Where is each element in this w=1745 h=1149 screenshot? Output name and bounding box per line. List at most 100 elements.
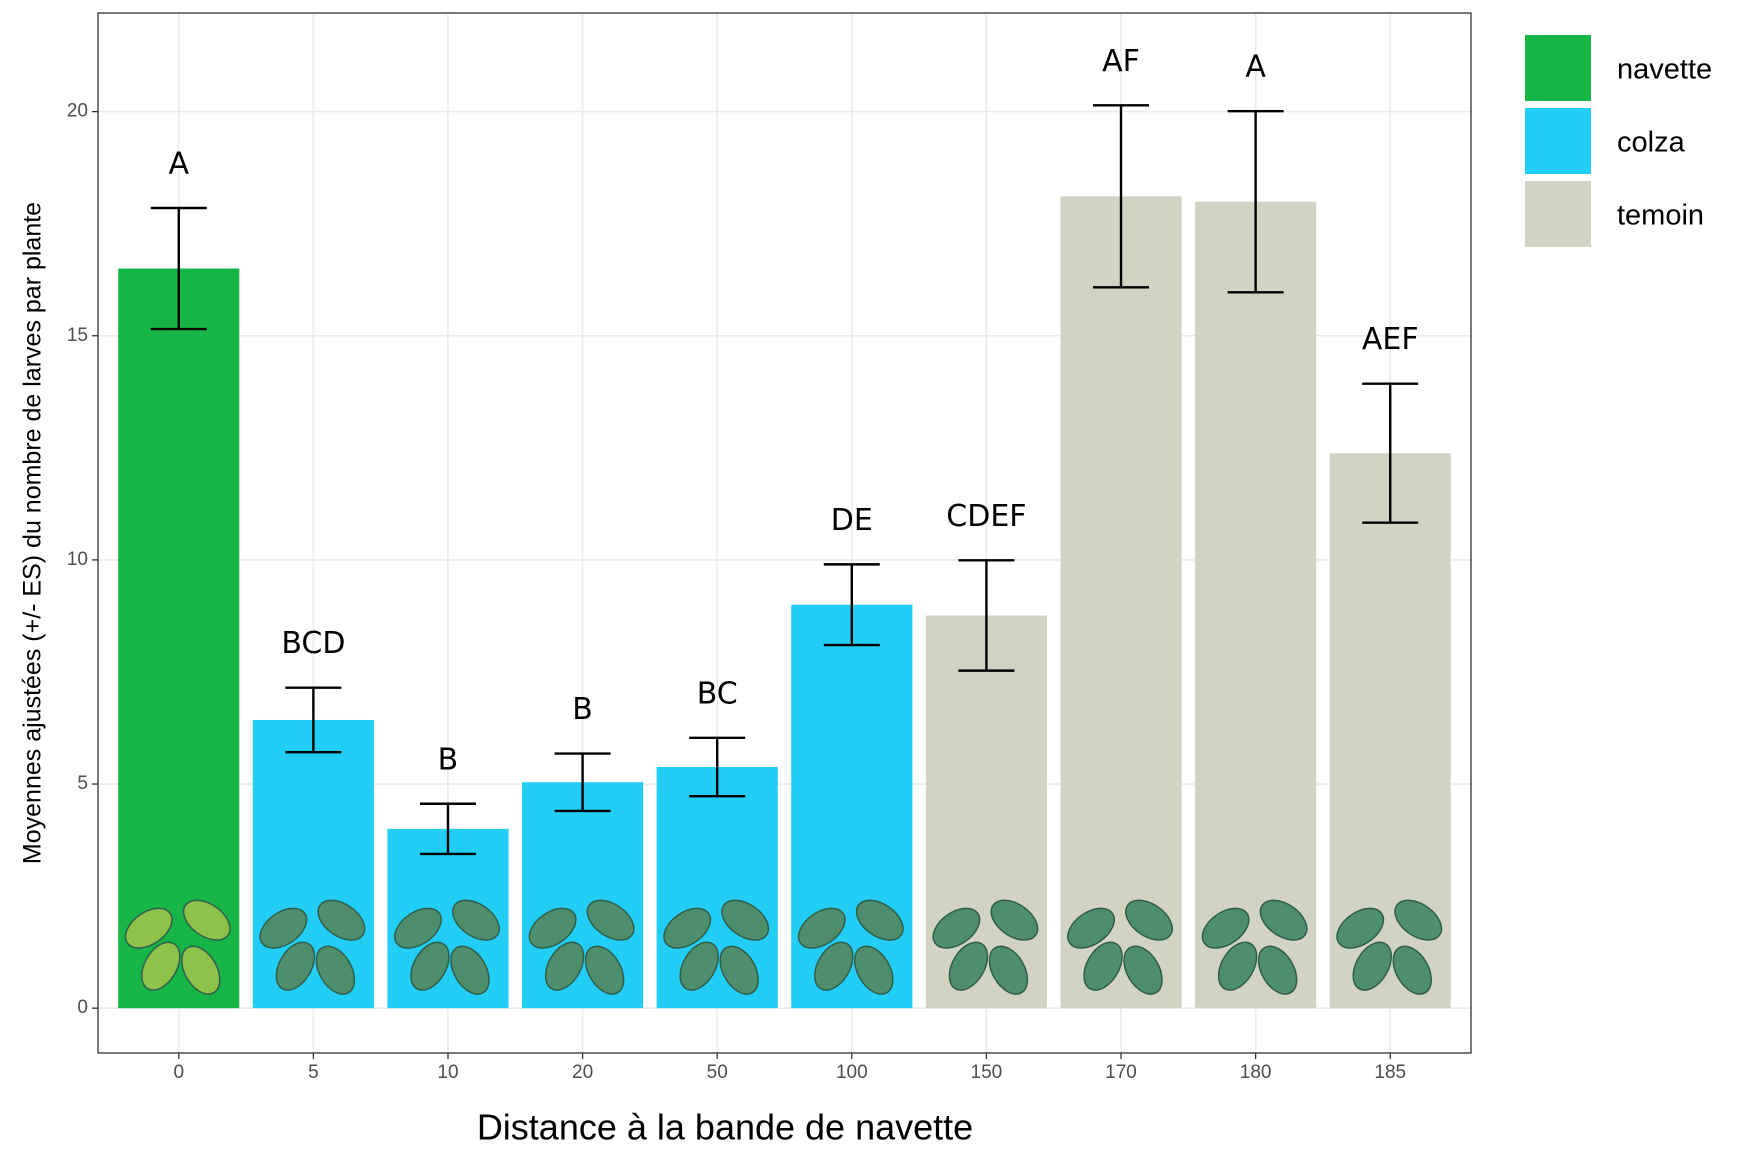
x-tick-label: 100 [836,1062,868,1083]
x-tick-label: 0 [173,1062,184,1083]
leaf [1083,941,1123,991]
leaf [1394,899,1443,941]
significance-letter: AEF [1362,322,1419,357]
leaf [584,945,625,995]
legend-key [1525,181,1591,247]
x-tick-label: 150 [971,1062,1003,1083]
leaf [586,899,635,941]
leaf [450,945,490,995]
bar [656,767,778,1009]
y-tick-label: 0 [77,997,88,1018]
bar [1195,201,1317,1009]
leaf [1067,907,1115,949]
leaf [317,899,366,941]
plant-icon [1336,899,1443,995]
plant-icon [932,899,1039,995]
plant-icon [1067,899,1173,995]
leaf [1259,899,1308,941]
leaf [394,907,442,949]
legend-key [1525,108,1591,174]
plant-icon [663,899,770,995]
significance-letter: B [438,742,459,777]
leaf [1125,899,1173,941]
leaf [528,907,577,949]
significance-letter: B [572,692,593,727]
legend-label: colza [1617,127,1686,159]
error-bar [1093,104,1150,289]
panel-border [97,12,1472,1054]
bar [1060,196,1182,1009]
error-bar [419,802,476,856]
x-tick-label: 5 [308,1062,319,1083]
bars [118,196,1451,1009]
leaf [814,941,854,991]
leaf [275,941,316,991]
error-bar [1227,109,1284,294]
error-bar [958,559,1015,672]
x-tick-label: 170 [1105,1062,1137,1083]
error-bar [285,686,342,754]
leaf [855,899,904,941]
significance-letter: A [168,147,189,182]
legend-label: navette [1617,54,1712,86]
error-bar [150,206,207,331]
y-tick-label: 10 [67,549,88,570]
y-tick-label: 5 [77,773,88,794]
leaf [679,941,719,991]
leaf [141,941,181,991]
leaf [410,941,450,991]
error-bar [1362,382,1419,524]
leaf [544,941,585,991]
error-bar [689,736,746,798]
leaf [1336,907,1385,949]
significance-letter: BCD [281,626,345,661]
leaf [182,899,231,941]
plant-icon [797,899,904,995]
leaf [1392,945,1432,995]
leaf [1201,907,1250,949]
x-tick-label: 50 [707,1062,728,1083]
leaf [1217,941,1258,991]
leaf [797,907,846,949]
significance-letter: DE [831,503,873,538]
leaf [1123,945,1163,995]
legend-key [1525,35,1591,101]
legend-label: temoin [1617,200,1704,232]
leaf [854,945,894,995]
leaf [932,907,981,949]
legend: navette colza temoin [1525,35,1712,247]
plant-icon [394,899,500,995]
leaf [259,907,308,949]
plant-icon [259,899,366,995]
leaf [315,945,356,995]
leaf [452,899,500,941]
leaf [988,945,1029,995]
error-bar [823,563,880,647]
x-tick-label: 180 [1240,1062,1272,1083]
significance-letter: A [1245,50,1266,85]
x-axis-title: Distance à la bande de navette [477,1107,973,1148]
bar [118,268,240,1009]
leaf [1257,945,1298,995]
significance-letter: BC [697,676,738,711]
error-bar [554,752,611,813]
y-tick-label: 15 [67,325,88,346]
bar [522,782,644,1009]
leaf [719,945,759,995]
leaf [990,899,1039,941]
leaf [124,907,173,949]
plant-icon [528,899,635,995]
significance-letter: CDEF [946,499,1026,534]
plant-icon [124,899,231,995]
x-tick-label: 20 [572,1062,593,1083]
y-axis-title: Moyennes ajustées (+/- ES) du nombre de … [19,202,47,864]
significance-letter: AF [1102,44,1140,79]
plant-icon [1201,899,1308,995]
leaf [1352,941,1392,991]
leaf [181,945,221,995]
y-tick-label: 20 [67,101,88,122]
leaf [721,899,770,941]
leaf [948,941,989,991]
leaf [663,907,712,949]
